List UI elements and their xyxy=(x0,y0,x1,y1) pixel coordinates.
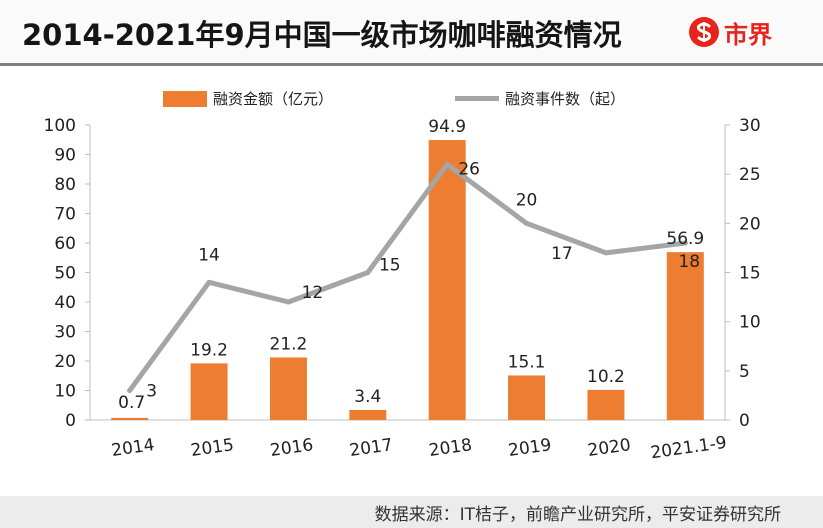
left-tick-label: 60 xyxy=(54,234,76,254)
bar-2016 xyxy=(269,357,307,420)
right-tick-label: 25 xyxy=(739,165,761,185)
right-tick-label: 30 xyxy=(739,116,761,136)
right-tick-label: 15 xyxy=(739,264,761,284)
brand-logo: 市界 xyxy=(688,15,772,49)
right-tick-label: 0 xyxy=(739,411,750,431)
footer-bar: 数据来源：IT桔子，前瞻产业研究所，平安证券研究所 xyxy=(0,496,823,528)
logo-icon xyxy=(689,17,719,47)
legend-item-bar: 融资金额（亿元） xyxy=(163,88,333,109)
bar-2014 xyxy=(111,417,149,420)
chart-title: 2014-2021年9月中国一级市场咖啡融资情况 xyxy=(22,18,622,52)
events-point-2019 xyxy=(524,220,530,226)
bar-value-label: 19.2 xyxy=(190,340,228,360)
category-label: 2018 xyxy=(428,435,474,461)
bar-value-label: 56.9 xyxy=(666,229,704,249)
events-point-2017 xyxy=(365,270,371,275)
category-label: 2020 xyxy=(586,435,632,461)
events-point-2020 xyxy=(603,250,609,256)
line-value-label: 20 xyxy=(516,190,538,210)
right-tick-label: 10 xyxy=(739,313,761,333)
events-point-2021.1-9 xyxy=(682,240,688,246)
bar-2019 xyxy=(508,375,546,420)
category-label: 2021.1-9 xyxy=(649,433,727,463)
title-bar: 2014-2021年9月中国一级市场咖啡融资情况 市界 xyxy=(0,0,823,62)
line-value-label: 26 xyxy=(458,159,480,179)
bar-value-label: 21.2 xyxy=(270,334,308,354)
bar-value-label: 15.1 xyxy=(508,352,546,372)
legend-label-bar: 融资金额（亿元） xyxy=(213,90,334,108)
bar-2021.1-9 xyxy=(666,252,704,420)
bar-2017 xyxy=(349,409,387,420)
line-value-label: 14 xyxy=(198,245,220,265)
events-point-2018 xyxy=(444,161,450,167)
bar-2015 xyxy=(190,363,228,420)
line-value-label: 12 xyxy=(302,283,324,303)
left-tick-label: 30 xyxy=(54,323,76,343)
left-tick-label: 0 xyxy=(65,411,76,431)
line-value-label: 17 xyxy=(551,244,573,264)
bar-2018 xyxy=(428,140,466,421)
line-value-label: 18 xyxy=(678,252,700,272)
category-label: 2014 xyxy=(110,435,156,461)
bar-value-label: 10.2 xyxy=(587,367,625,387)
left-tick-label: 40 xyxy=(54,293,76,313)
category-label: 2017 xyxy=(348,435,394,461)
legend-swatch-bar xyxy=(163,90,207,107)
line-value-label: 3 xyxy=(146,382,157,402)
events-point-2015 xyxy=(206,279,212,285)
left-tick-label: 20 xyxy=(54,352,76,372)
bar-value-label: 94.9 xyxy=(428,117,466,137)
left-tick-label: 10 xyxy=(54,382,76,402)
title-divider xyxy=(0,63,823,66)
data-source: 数据来源：IT桔子，前瞻产业研究所，平安证券研究所 xyxy=(374,505,781,525)
legend-swatch-line xyxy=(455,96,499,101)
legend-label-line: 融资事件数（起） xyxy=(505,90,626,108)
line-value-label: 15 xyxy=(379,256,401,276)
right-tick-label: 20 xyxy=(739,214,761,234)
events-line xyxy=(127,161,688,393)
logo-text: 市界 xyxy=(724,20,772,49)
right-tick-label: 5 xyxy=(739,362,750,382)
bar-value-label: 0.7 xyxy=(118,393,145,413)
category-label: 2015 xyxy=(190,435,236,461)
events-point-2016 xyxy=(285,299,291,305)
category-label: 2019 xyxy=(507,435,553,461)
left-tick-label: 80 xyxy=(54,175,76,195)
bar-value-label: 3.4 xyxy=(354,387,381,407)
left-tick-label: 50 xyxy=(54,264,76,284)
chart-legend: 融资金额（亿元） 融资事件数（起） xyxy=(0,88,823,112)
category-label: 2016 xyxy=(269,435,315,461)
left-tick-label: 90 xyxy=(54,146,76,166)
legend-item-line: 融资事件数（起） xyxy=(455,88,625,109)
bar-2020 xyxy=(587,389,625,420)
chart-canvas: 0 10 20 30 40 50 60 70 80 90 100 0 5 10 15 20 25 30 0.7 19.… xyxy=(44,116,761,463)
left-tick-label: 100 xyxy=(44,116,76,136)
left-tick-label: 70 xyxy=(54,205,76,225)
events-point-2014 xyxy=(127,388,133,393)
